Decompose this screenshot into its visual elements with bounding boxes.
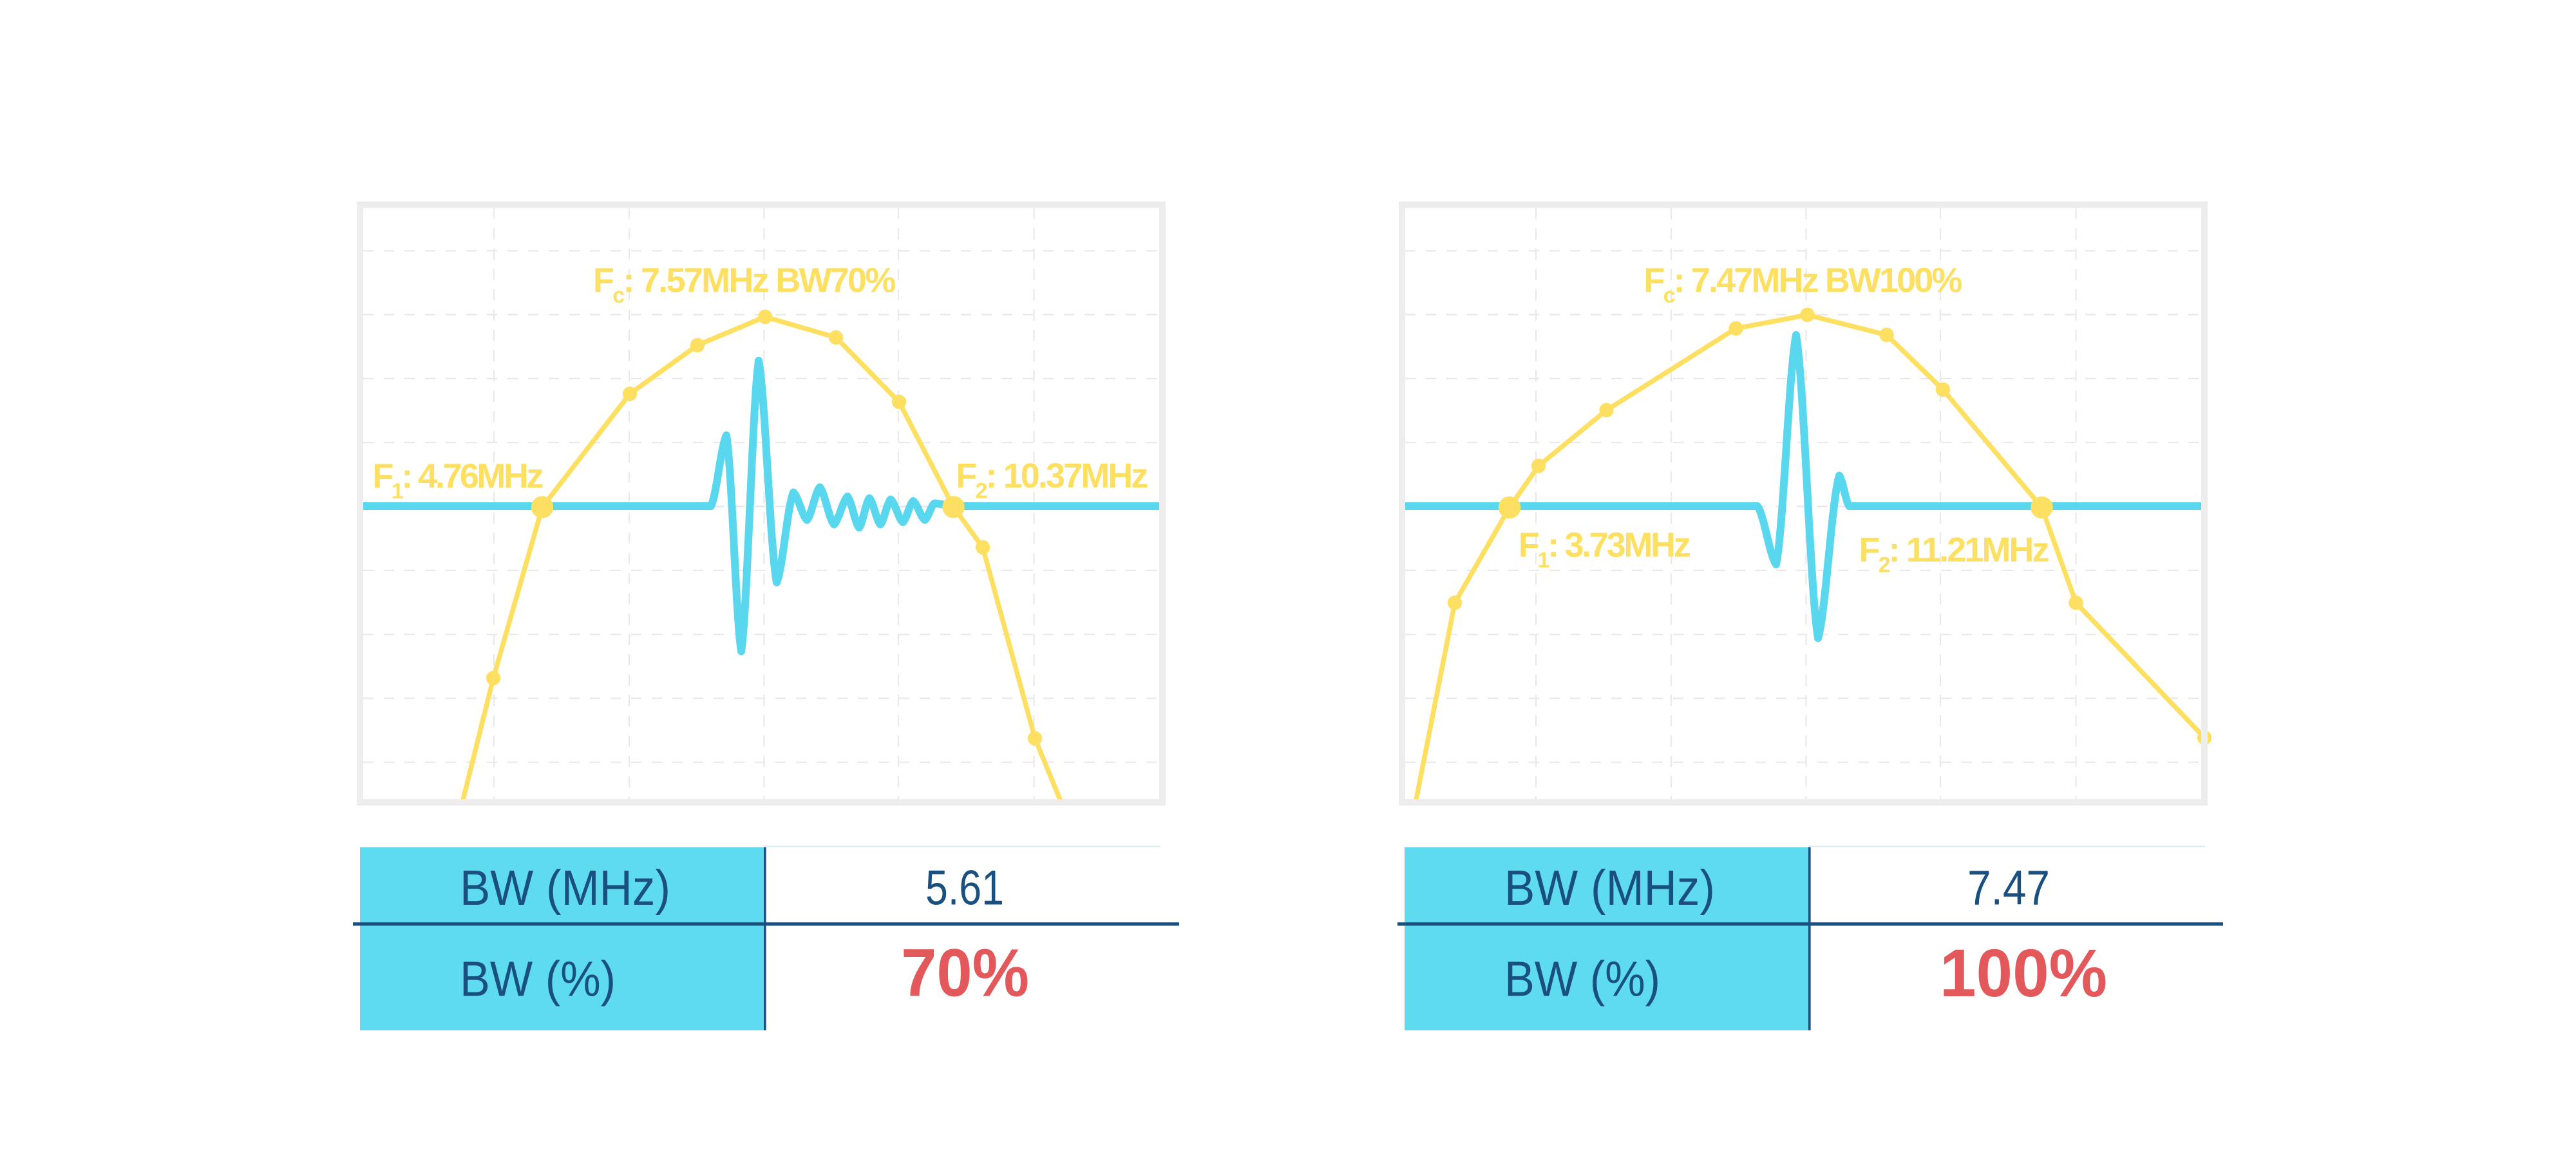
svg-text:70%: 70%	[901, 935, 1029, 1010]
svg-text:5.61: 5.61	[925, 861, 1004, 916]
svg-text:BW (MHz): BW (MHz)	[460, 860, 670, 916]
svg-text:BW (MHz): BW (MHz)	[1504, 860, 1715, 916]
svg-text:BW (%): BW (%)	[460, 952, 616, 1007]
svg-text:100%: 100%	[1940, 936, 2107, 1011]
svg-text:7.47: 7.47	[1967, 861, 2050, 916]
svg-text:BW (%): BW (%)	[1504, 952, 1660, 1007]
